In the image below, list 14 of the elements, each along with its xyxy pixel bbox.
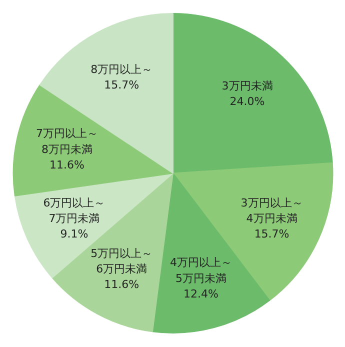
data-label: 11.6%: [104, 278, 140, 292]
slice-label: 7万円以上～ 8万円未満: [36, 127, 98, 156]
data-label: 15.7%: [254, 227, 290, 240]
slice-label: 6万円以上～ 7万円未満: [43, 196, 106, 225]
data-label: 11.6%: [50, 158, 85, 172]
data-label: 24.0%: [230, 95, 265, 108]
slice-label: 8万円以上～: [90, 63, 153, 76]
slice-label: 3万円未満: [222, 80, 273, 93]
data-label: 12.4%: [184, 287, 218, 300]
data-label: 9.1%: [60, 227, 88, 240]
slice-label: 5万円以上～ 6万円未満: [90, 246, 153, 276]
slice-label: 4万円以上～ 5万円未満: [170, 256, 232, 285]
data-label: 15.7%: [104, 78, 140, 92]
slice-label: 3万円以上～ 4万円未満: [240, 196, 303, 225]
